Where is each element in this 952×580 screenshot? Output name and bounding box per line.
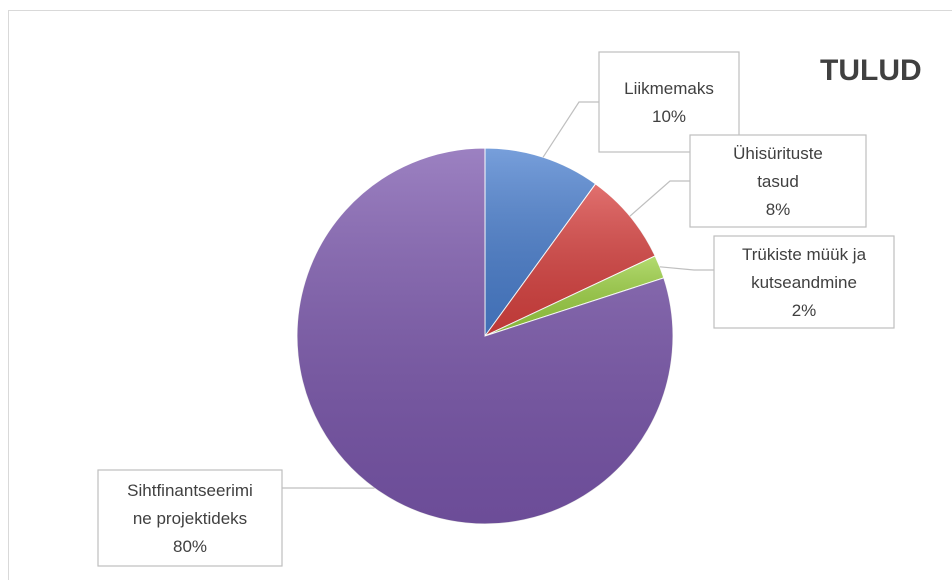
label-line: ne projektideks [133, 509, 247, 528]
label-line: Sihtfinantseerimi [127, 481, 253, 500]
slice-sihtfinantseerimine-shade [297, 148, 674, 524]
label-yhisurituste-tasud: Ühisürituste tasud 8% [689, 134, 867, 228]
label-line: tasud [757, 172, 799, 191]
label-box [689, 134, 867, 228]
label-sihtfinantseerimine: Sihtfinantseerimi ne projektideks 80% [97, 469, 283, 567]
leader-line [542, 101, 599, 158]
label-line: 10% [652, 107, 686, 126]
label-line: Trükiste müük ja [742, 245, 867, 264]
label-line: Liikmemaks [624, 79, 714, 98]
slice-liikmemaks-shade [485, 148, 596, 336]
chart-title: TULUD [820, 54, 922, 87]
leader-line [659, 266, 714, 271]
data-labels: Liikmemaks 10% Ühisürituste tasud 8% Trükiste… [97, 51, 895, 567]
label-liikmemaks: Liikmemaks 10% [598, 51, 740, 153]
label-trukiste-myyk: Trükiste müük ja kutseandmine 2% [713, 235, 895, 329]
label-line: 80% [173, 537, 207, 556]
label-line: 2% [792, 301, 817, 320]
label-line: 8% [766, 200, 791, 219]
label-line: Ühisürituste [733, 144, 823, 163]
label-box [97, 469, 283, 567]
leader-lines [282, 101, 714, 489]
label-line: kutseandmine [751, 273, 857, 292]
slice-trukiste-myyk-shade [485, 255, 664, 336]
label-box [713, 235, 895, 329]
pie-slices [296, 147, 674, 525]
slice-yhisurituste-tasud-shade [485, 183, 656, 336]
chart-area [8, 10, 952, 580]
leader-line [629, 180, 690, 217]
